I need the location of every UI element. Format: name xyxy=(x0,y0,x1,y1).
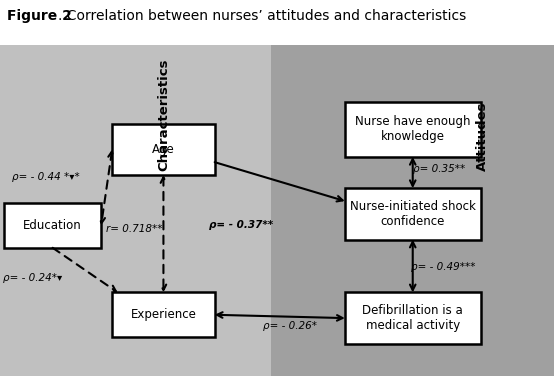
Text: Experience: Experience xyxy=(131,308,196,321)
Text: Attitudes: Attitudes xyxy=(475,102,489,171)
Text: Nurse-initiated shock
confidence: Nurse-initiated shock confidence xyxy=(350,200,476,228)
FancyArrowPatch shape xyxy=(217,312,342,321)
Text: Characteristics: Characteristics xyxy=(157,58,170,171)
Bar xyxy=(0,45,271,376)
FancyArrowPatch shape xyxy=(410,159,416,186)
Bar xyxy=(112,124,214,175)
Text: r= 0.718**: r= 0.718** xyxy=(106,224,163,234)
Text: Nurse have enough
knowledge: Nurse have enough knowledge xyxy=(355,115,470,144)
Text: ρ= 0.35**: ρ= 0.35** xyxy=(413,164,465,174)
Bar xyxy=(345,102,481,157)
Bar xyxy=(345,293,481,344)
Text: ρ= - 0.26*: ρ= - 0.26* xyxy=(263,321,317,331)
Text: Figure 2: Figure 2 xyxy=(7,9,71,23)
Text: Age: Age xyxy=(152,143,175,156)
Text: ρ= - 0.37**: ρ= - 0.37** xyxy=(209,220,273,230)
FancyArrowPatch shape xyxy=(53,248,116,291)
Text: ρ= - 0.44 *▾*: ρ= - 0.44 *▾* xyxy=(12,173,79,182)
Bar xyxy=(345,188,481,240)
Text: Defibrillation is a
medical activity: Defibrillation is a medical activity xyxy=(362,304,463,332)
FancyArrowPatch shape xyxy=(100,152,114,223)
FancyArrowPatch shape xyxy=(161,177,166,290)
Text: Education: Education xyxy=(23,219,82,232)
Bar xyxy=(112,293,214,337)
Bar xyxy=(271,45,554,376)
Bar xyxy=(4,203,101,248)
Text: ρ= - 0.24*▾: ρ= - 0.24*▾ xyxy=(3,273,61,284)
FancyArrowPatch shape xyxy=(214,162,342,202)
Text: . Correlation between nurses’ attitudes and characteristics: . Correlation between nurses’ attitudes … xyxy=(58,9,466,23)
Text: ρ= - 0.49***: ρ= - 0.49*** xyxy=(411,262,475,272)
FancyArrowPatch shape xyxy=(410,242,416,290)
